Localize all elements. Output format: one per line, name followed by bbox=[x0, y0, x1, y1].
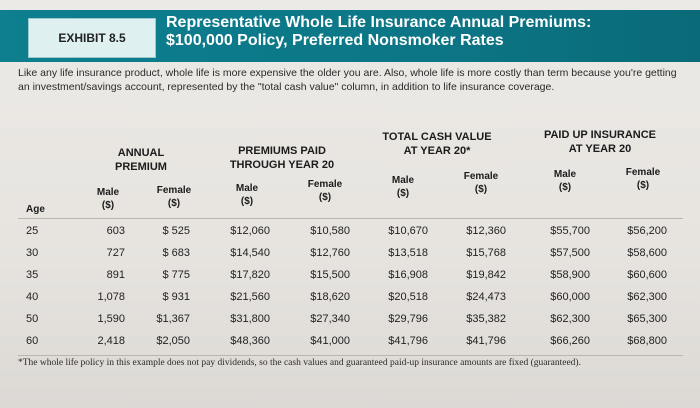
table-row: 25 603 $ 525 $12,060 $10,580 $10,670 $12… bbox=[0, 222, 700, 244]
exhibit-label: EXHIBIT 8.5 bbox=[28, 18, 156, 58]
cell: $41,000 bbox=[310, 335, 350, 347]
cell: $55,700 bbox=[550, 225, 590, 237]
subheader-annual-female: Female ($) bbox=[156, 185, 192, 209]
exhibit-title: Representative Whole Life Insurance Annu… bbox=[166, 14, 591, 50]
cell: $66,260 bbox=[550, 335, 590, 347]
subheader-paidup-female: Female ($) bbox=[625, 167, 661, 191]
table-row: 50 1,590 $1,367 $31,800 $27,340 $29,796 … bbox=[0, 310, 700, 332]
table-row: 30 727 $ 683 $14,540 $12,760 $13,518 $15… bbox=[0, 244, 700, 266]
cell: $62,300 bbox=[550, 313, 590, 325]
cell: $41,796 bbox=[466, 335, 506, 347]
cell: $35,382 bbox=[466, 313, 506, 325]
table-row: 60 2,418 $2,050 $48,360 $41,000 $41,796 … bbox=[0, 332, 700, 354]
cell: $14,540 bbox=[230, 247, 270, 259]
cell: $18,620 bbox=[310, 291, 350, 303]
subheader-age: Age bbox=[26, 204, 45, 215]
cell: $ 931 bbox=[162, 291, 190, 303]
cell: $62,300 bbox=[627, 291, 667, 303]
cell: $12,060 bbox=[230, 225, 270, 237]
cell: $24,473 bbox=[466, 291, 506, 303]
cell: $65,300 bbox=[627, 313, 667, 325]
cell: $27,340 bbox=[310, 313, 350, 325]
footnote: *The whole life policy in this example d… bbox=[18, 358, 581, 368]
cell: $19,842 bbox=[466, 269, 506, 281]
intro-paragraph: Like any life insurance product, whole l… bbox=[18, 67, 677, 93]
cell-age: 40 bbox=[26, 291, 39, 303]
subheader-paid-male: Male ($) bbox=[235, 183, 259, 207]
cell-age: 35 bbox=[26, 269, 39, 281]
header-total-cash-value: TOTAL CASH VALUE AT YEAR 20* bbox=[382, 131, 492, 157]
cell: $13,518 bbox=[388, 247, 428, 259]
cell: 1,590 bbox=[97, 313, 125, 325]
cell: $68,800 bbox=[627, 335, 667, 347]
cell: $15,500 bbox=[310, 269, 350, 281]
cell: $ 683 bbox=[162, 247, 190, 259]
cell-age: 50 bbox=[26, 313, 39, 325]
title-line-2: $100,000 Policy, Preferred Nonsmoker Rat… bbox=[166, 32, 504, 49]
cell: $58,600 bbox=[627, 247, 667, 259]
header-paid-up-insurance: PAID UP INSURANCE AT YEAR 20 bbox=[543, 129, 657, 155]
header-divider bbox=[18, 218, 683, 219]
cell: $12,360 bbox=[466, 225, 506, 237]
title-line-1: Representative Whole Life Insurance Annu… bbox=[166, 14, 592, 31]
cell: $60,600 bbox=[627, 269, 667, 281]
cell: 891 bbox=[106, 269, 125, 281]
header-annual-premium: ANNUAL PREMIUM bbox=[115, 147, 167, 173]
cell: $29,796 bbox=[388, 313, 428, 325]
cell: $41,796 bbox=[388, 335, 428, 347]
cell: $12,760 bbox=[310, 247, 350, 259]
cell: $10,670 bbox=[388, 225, 428, 237]
cell: $16,908 bbox=[388, 269, 428, 281]
cell-age: 30 bbox=[26, 247, 39, 259]
subheader-cash-male: Male ($) bbox=[391, 175, 415, 199]
header-premiums-paid: PREMIUMS PAID THROUGH YEAR 20 bbox=[229, 145, 335, 171]
cell: $17,820 bbox=[230, 269, 270, 281]
cell: $ 775 bbox=[162, 269, 190, 281]
cell-age: 25 bbox=[26, 225, 39, 237]
table-bottom-divider bbox=[18, 355, 683, 356]
cell: $48,360 bbox=[230, 335, 270, 347]
cell: $21,560 bbox=[230, 291, 270, 303]
cell: 2,418 bbox=[97, 335, 125, 347]
cell: $58,900 bbox=[550, 269, 590, 281]
subheader-annual-male: Male ($) bbox=[96, 187, 120, 211]
cell-age: 60 bbox=[26, 335, 39, 347]
cell: $1,367 bbox=[156, 313, 190, 325]
subheader-paid-female: Female ($) bbox=[307, 179, 343, 203]
cell: 727 bbox=[106, 247, 125, 259]
cell: $60,000 bbox=[550, 291, 590, 303]
cell: $20,518 bbox=[388, 291, 428, 303]
cell: 603 bbox=[106, 225, 125, 237]
cell: $57,500 bbox=[550, 247, 590, 259]
cell: $56,200 bbox=[627, 225, 667, 237]
cell: $ 525 bbox=[162, 225, 190, 237]
subheader-paidup-male: Male ($) bbox=[553, 169, 577, 193]
subheader-cash-female: Female ($) bbox=[463, 171, 499, 195]
cell: $2,050 bbox=[156, 335, 190, 347]
cell: 1,078 bbox=[97, 291, 125, 303]
table-row: 40 1,078 $ 931 $21,560 $18,620 $20,518 $… bbox=[0, 288, 700, 310]
cell: $10,580 bbox=[310, 225, 350, 237]
cell: $31,800 bbox=[230, 313, 270, 325]
cell: $15,768 bbox=[466, 247, 506, 259]
table-row: 35 891 $ 775 $17,820 $15,500 $16,908 $19… bbox=[0, 266, 700, 288]
